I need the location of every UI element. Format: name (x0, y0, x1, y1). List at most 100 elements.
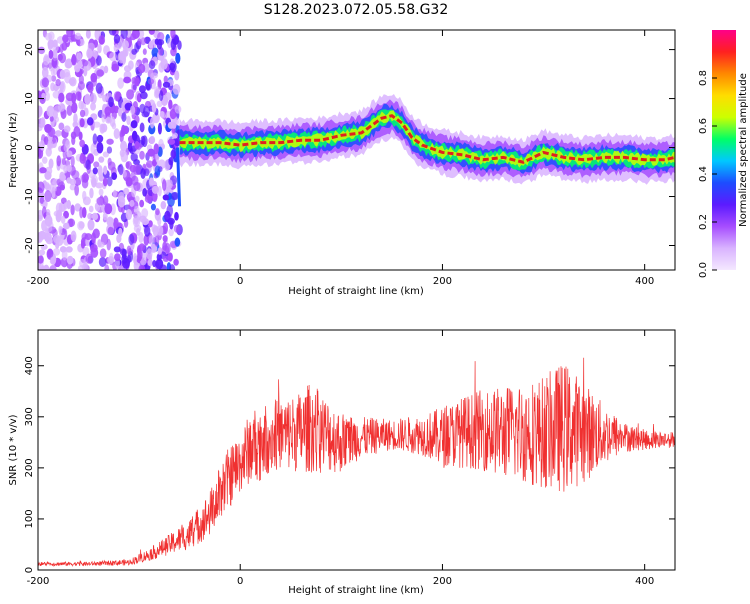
noise-cell (68, 218, 74, 228)
noise-cell (122, 257, 131, 269)
noise-cell (106, 238, 111, 251)
noise-cell (134, 195, 140, 202)
noise-cell (97, 43, 102, 54)
noise-cell (59, 43, 64, 54)
noise-cell (98, 256, 107, 268)
noise-cell (74, 32, 82, 40)
noise-cell (167, 138, 176, 145)
y-tick-label: 20 (24, 43, 35, 56)
y-tick-label: 100 (24, 509, 35, 528)
y-tick-label: 400 (24, 356, 35, 375)
noise-cell (92, 133, 98, 145)
noise-cell (85, 253, 93, 264)
noise-cell (162, 241, 168, 251)
noise-cell (44, 123, 52, 133)
noise-cell (102, 177, 108, 187)
noise-cell (137, 249, 143, 261)
noise-cell (156, 38, 163, 50)
y-tick-label: -20 (24, 237, 35, 253)
noise-cell (151, 158, 157, 167)
noise-cell (126, 89, 135, 100)
noise-cell (58, 92, 65, 103)
noise-cell (139, 257, 147, 266)
noise-cell (91, 212, 99, 221)
noise-cell (171, 191, 179, 201)
snr-ticks: -200 0 200 400 0 100 200 300 400 (24, 330, 675, 587)
spectrogram-marks (38, 30, 675, 270)
noise-cell (174, 70, 180, 81)
noise-cell (69, 76, 77, 87)
noise-cell (48, 49, 54, 59)
noise-cell (66, 150, 73, 157)
noise-cell (112, 189, 117, 198)
noise-cell (38, 181, 45, 194)
ridge-spike (176, 147, 182, 207)
noise-cell (41, 66, 49, 79)
noise-cell (82, 190, 87, 201)
colorbar-tick-label: 0.6 (698, 118, 709, 134)
noise-cell (66, 255, 74, 265)
noise-cell (44, 182, 50, 190)
noise-cell (70, 204, 75, 216)
noise-cell (125, 209, 133, 221)
noise-cell (64, 60, 73, 69)
noise-cell (41, 92, 46, 100)
noise-cell (131, 30, 140, 39)
noise-cell (118, 163, 124, 176)
colorbar-label: Normalized spectral amplitude (738, 73, 749, 227)
noise-cell (66, 164, 72, 173)
noise-cell (38, 255, 44, 264)
noise-cell (59, 174, 66, 182)
noise-cell (96, 134, 104, 143)
noise-cell (162, 81, 171, 88)
noise-cell (38, 249, 46, 256)
noise-cell (88, 205, 94, 213)
noise-cell (74, 203, 82, 212)
noise-cell (95, 182, 103, 189)
noise-cell (98, 156, 105, 163)
noise-cell (162, 179, 167, 191)
noise-cell (156, 253, 162, 261)
noise-cell (141, 218, 150, 226)
y-tick-label: 200 (24, 458, 35, 477)
noise-cell (97, 165, 103, 177)
noise-cell (77, 81, 85, 91)
noise-cell (156, 225, 164, 236)
noise-cell (38, 46, 46, 55)
noise-cell (65, 92, 74, 102)
x-tick-label: -200 (27, 576, 50, 587)
x-tick-label: 400 (635, 576, 654, 587)
noise-cell (57, 53, 63, 61)
noise-cell (150, 203, 156, 211)
noise-cell (134, 77, 140, 87)
noise-cell (87, 219, 95, 231)
noise-cell (113, 128, 120, 140)
noise-cell (87, 42, 95, 51)
noise-cell (148, 234, 156, 246)
spectrogram-xlabel: Height of straight line (km) (288, 286, 424, 297)
noise-cell (95, 55, 102, 66)
noise-cell (126, 115, 131, 126)
noise-cell (90, 72, 98, 83)
noise-cell (99, 248, 107, 258)
noise-cell (85, 159, 91, 171)
noise-cell (119, 248, 128, 256)
noise-cell (39, 139, 45, 151)
noise-cell (39, 167, 47, 174)
x-tick-label: -200 (27, 276, 50, 287)
noise-cell (109, 116, 116, 128)
noise-cell (52, 110, 58, 120)
noise-cell (98, 174, 104, 182)
noise-cell (168, 99, 173, 110)
noise-cell (140, 135, 146, 146)
noise-cell (113, 43, 119, 53)
noise-cell (59, 69, 66, 80)
noise-cell (96, 69, 105, 77)
colorbar-scale (712, 30, 736, 270)
x-tick-label: 0 (237, 276, 243, 287)
noise-cell (48, 158, 54, 169)
noise-cell (146, 248, 153, 260)
noise-cell (133, 215, 139, 225)
colorbar-tick-label: 0.2 (698, 214, 709, 230)
noise-cell (92, 167, 98, 175)
